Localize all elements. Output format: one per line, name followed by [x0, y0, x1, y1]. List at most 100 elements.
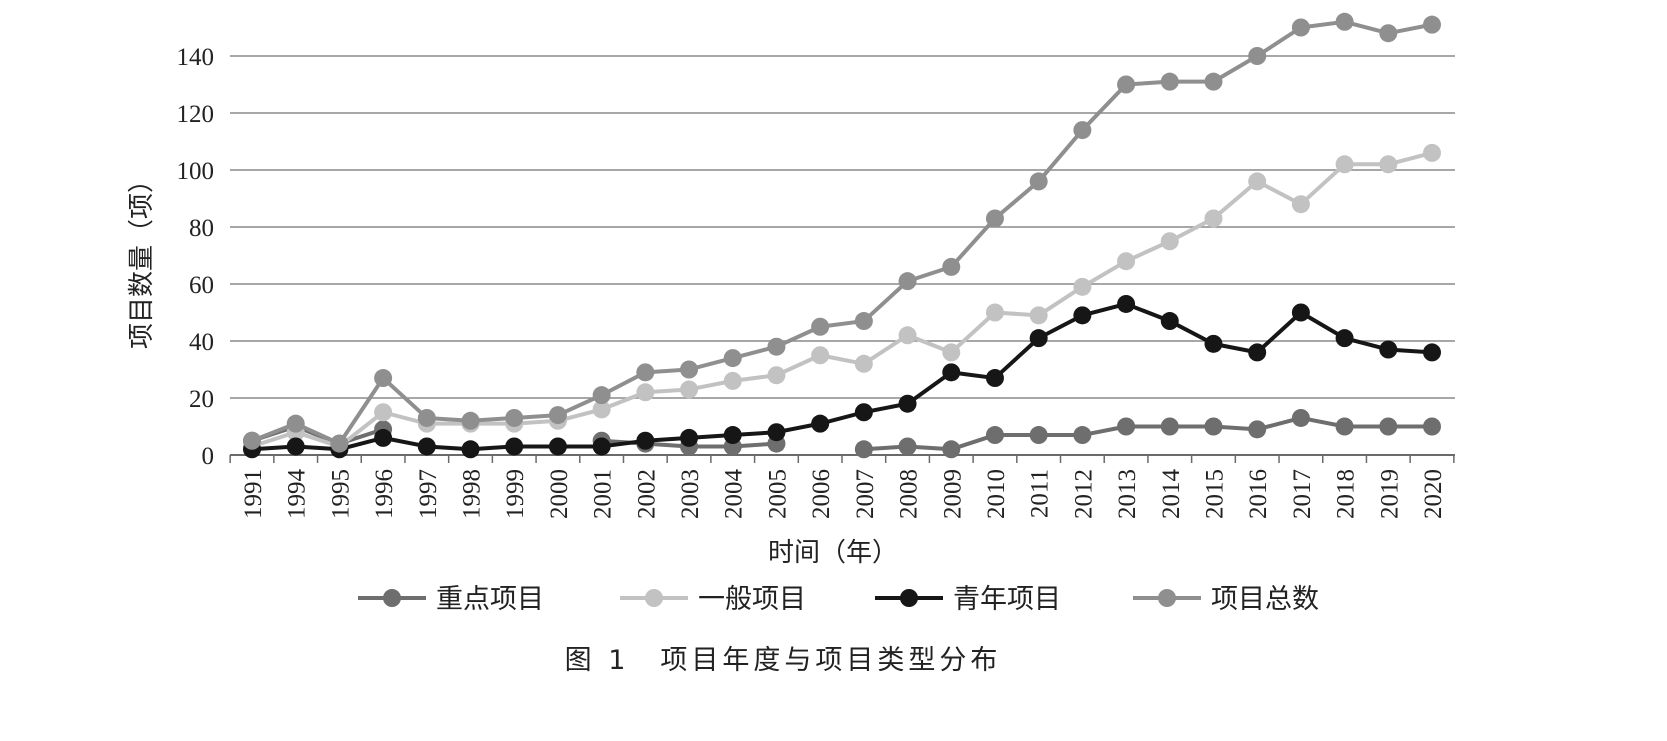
data-point: [1379, 417, 1398, 436]
data-point: [985, 369, 1004, 388]
data-point: [505, 437, 524, 456]
x-tick-label: 2001: [590, 469, 617, 519]
data-point: [461, 440, 480, 459]
y-tick-label: 0: [202, 443, 215, 470]
data-point: [1204, 72, 1223, 91]
data-point: [811, 317, 830, 336]
data-point: [1248, 172, 1267, 191]
data-point: [1160, 312, 1179, 331]
data-point: [985, 303, 1004, 322]
data-point: [1423, 343, 1441, 362]
data-point: [1248, 47, 1267, 65]
x-tick-label: 2017: [1289, 469, 1316, 519]
data-point: [1160, 417, 1179, 436]
x-tick-label: 2019: [1376, 469, 1403, 519]
x-tick-label: 2002: [633, 469, 660, 519]
data-point: [417, 408, 436, 427]
data-point: [461, 411, 480, 430]
x-tick-label: 2014: [1158, 469, 1185, 520]
data-point: [1117, 252, 1136, 271]
x-tick-label: 2012: [1070, 469, 1097, 519]
data-point: [1029, 426, 1048, 445]
legend-marker: [645, 589, 663, 607]
x-tick-label: 2020: [1420, 469, 1447, 519]
data-point: [592, 400, 611, 419]
y-tick-label: 20: [189, 386, 214, 413]
legend-marker: [1158, 589, 1176, 607]
x-tick-label: 2000: [546, 469, 573, 519]
data-point: [1291, 195, 1310, 214]
legend-item: 重点项目: [358, 584, 544, 615]
data-point: [1160, 232, 1179, 251]
data-point: [1204, 334, 1223, 353]
legend-item: 一般项目: [620, 584, 806, 615]
series-line: [251, 301, 1433, 452]
x-tick-label: 1996: [371, 469, 398, 519]
x-tick-label: 1995: [327, 469, 354, 519]
data-point: [330, 434, 349, 453]
series-3: [243, 294, 1441, 459]
y-tick-label: 120: [177, 101, 215, 128]
x-tick-label: 1991: [240, 469, 267, 519]
data-point: [1335, 329, 1354, 348]
data-point: [1204, 417, 1223, 436]
data-point: [1073, 277, 1092, 296]
data-point: [243, 431, 261, 450]
data-point: [1291, 18, 1310, 37]
data-point: [1160, 72, 1179, 91]
x-tick-label: 2013: [1114, 469, 1141, 519]
data-point: [811, 414, 830, 433]
data-point: [1248, 420, 1267, 439]
legend: 重点项目 一般项目 青年项目 项目总数: [358, 584, 1319, 615]
data-point: [1335, 155, 1354, 174]
data-point: [767, 337, 786, 356]
data-point: [898, 394, 917, 413]
data-point: [1117, 417, 1136, 436]
data-point: [1117, 294, 1136, 313]
data-point: [417, 437, 436, 456]
legend-marker: [900, 589, 918, 607]
legend-label: 项目总数: [1211, 584, 1319, 615]
data-point: [592, 437, 611, 456]
data-point: [1073, 426, 1092, 445]
x-axis-ticks: 1991 1994 1995 1996 1997 1998 1999 2000 2001 2002…: [229, 455, 1455, 520]
data-point: [1379, 340, 1398, 359]
legend-label: 青年项目: [953, 584, 1061, 615]
data-point: [680, 428, 699, 447]
data-point: [286, 437, 305, 456]
data-point: [942, 343, 961, 362]
data-point: [1073, 306, 1092, 325]
y-axis-title: 项目数量（项）: [127, 167, 157, 349]
data-point: [985, 209, 1004, 228]
data-point: [854, 440, 873, 459]
series-2: [243, 143, 1441, 456]
data-point: [636, 363, 655, 382]
data-point: [680, 360, 699, 379]
y-axis-ticks: 0 20 40 60 80 100 120 140: [177, 44, 215, 470]
data-point: [592, 386, 611, 405]
data-point: [898, 326, 917, 345]
data-point: [723, 349, 742, 368]
y-tick-label: 80: [189, 215, 214, 242]
series-4: [243, 12, 1441, 453]
data-point: [723, 371, 742, 390]
data-point: [854, 312, 873, 331]
data-point: [811, 346, 830, 365]
data-point: [854, 403, 873, 422]
x-tick-label: 2003: [677, 469, 704, 519]
data-point: [1029, 172, 1048, 191]
x-tick-label: 2010: [983, 469, 1010, 519]
data-point: [723, 426, 742, 445]
data-point: [1423, 15, 1441, 34]
x-tick-label: 1999: [502, 469, 529, 519]
y-tick-label: 60: [189, 272, 214, 299]
data-point: [1291, 408, 1310, 427]
x-tick-label: 2008: [896, 469, 923, 519]
x-tick-label: 2006: [808, 469, 835, 519]
data-point: [1291, 303, 1310, 322]
data-point: [374, 403, 393, 422]
data-point: [942, 440, 961, 459]
data-point: [286, 414, 305, 433]
y-tick-label: 100: [177, 158, 215, 185]
